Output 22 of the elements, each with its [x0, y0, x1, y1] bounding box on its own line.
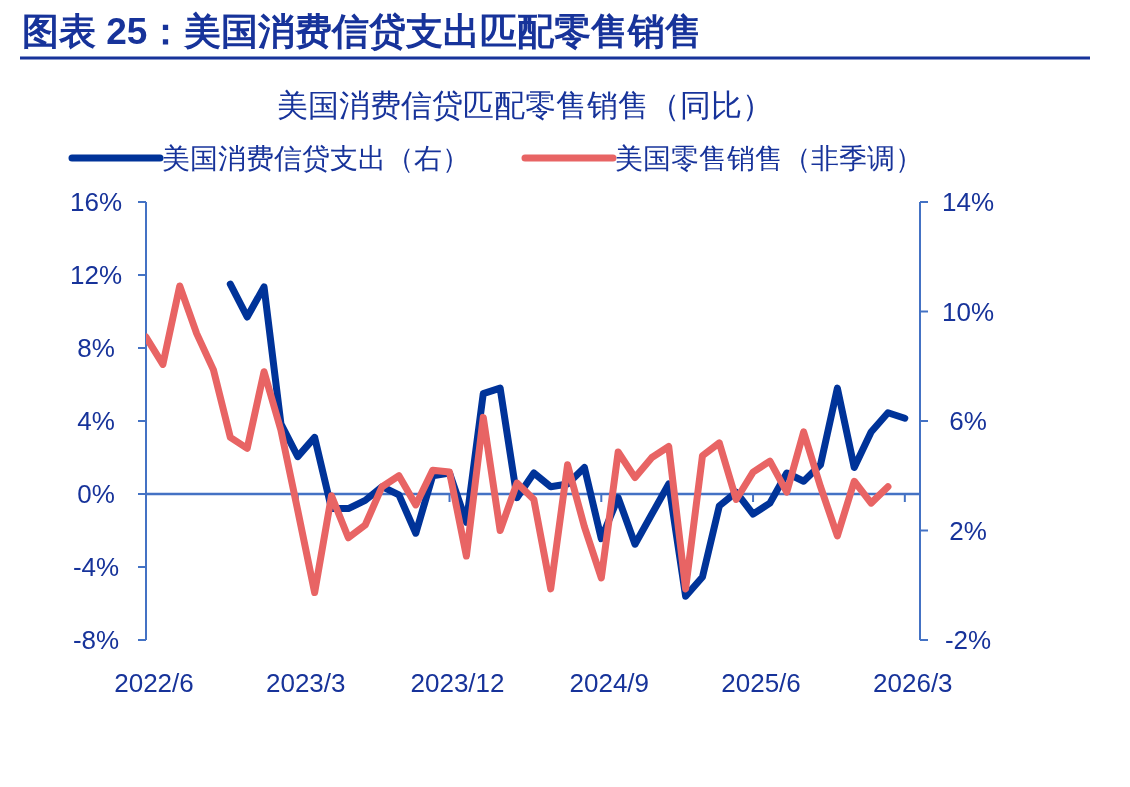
chart-subtitle: 美国消费信贷匹配零售销售（同比）: [277, 88, 773, 123]
x-tick-label: 2024/9: [569, 668, 650, 698]
x-tick-label: 2023/3: [266, 668, 346, 698]
y2-tick-label: 6%: [949, 406, 987, 436]
y-tick-label: 4%: [77, 406, 115, 436]
y-tick-label: 8%: [77, 333, 115, 363]
x-tick-label: 2022/6: [114, 668, 194, 698]
y2-tick-label: -2%: [944, 625, 992, 655]
y2-tick-label: 10%: [941, 296, 995, 327]
y2-tick-label: 2%: [949, 515, 987, 546]
x-tick-label: 2026/3: [873, 668, 953, 698]
x-tick-label: 2025/6: [721, 668, 801, 698]
x-tick-label: 2023/12: [410, 668, 505, 698]
legend-label: 美国消费信贷支出（右）: [162, 143, 470, 174]
y-tick-label: -4%: [72, 552, 120, 582]
y2-tick-label: 14%: [941, 187, 995, 217]
y-tick-label: 16%: [69, 187, 123, 217]
y-tick-label: 12%: [69, 260, 123, 290]
y-tick-label: 0%: [77, 479, 115, 509]
y-tick-label: -8%: [72, 625, 120, 655]
chart-title: 图表 25：美国消费信贷支出匹配零售销售: [22, 11, 703, 52]
legend-label: 美国零售销售（非季调）: [615, 143, 923, 174]
